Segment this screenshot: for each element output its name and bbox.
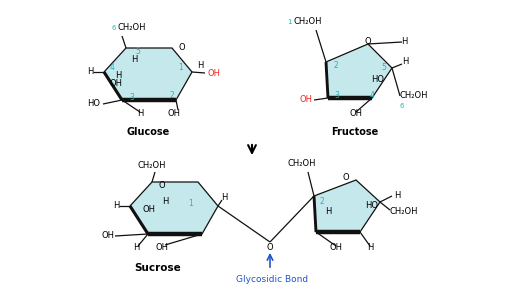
Text: CH₂OH: CH₂OH: [390, 207, 418, 217]
Text: H: H: [115, 71, 121, 81]
Text: CH₂OH: CH₂OH: [294, 18, 323, 26]
Text: 2: 2: [334, 62, 338, 71]
Text: OH: OH: [167, 109, 181, 118]
Text: CH₂OH: CH₂OH: [118, 22, 146, 31]
Text: OH: OH: [330, 243, 343, 253]
Text: Fructose: Fructose: [331, 127, 379, 137]
Text: O: O: [159, 181, 165, 190]
Text: OH: OH: [156, 243, 168, 253]
Text: O: O: [179, 43, 185, 52]
Text: H: H: [394, 192, 400, 200]
Text: OH: OH: [101, 232, 114, 240]
Text: HO: HO: [366, 202, 378, 211]
Text: O: O: [267, 243, 273, 253]
Text: O: O: [365, 37, 371, 46]
Polygon shape: [314, 180, 380, 232]
Text: HO: HO: [372, 75, 385, 84]
Text: H: H: [133, 243, 139, 253]
Text: CH₂OH: CH₂OH: [400, 92, 429, 101]
Text: 1: 1: [288, 19, 292, 25]
Text: Glucose: Glucose: [126, 127, 169, 137]
Text: 2: 2: [169, 92, 175, 101]
Text: H: H: [221, 194, 227, 202]
Text: 5: 5: [381, 63, 387, 73]
Text: 3: 3: [130, 92, 135, 101]
Text: OH: OH: [110, 79, 122, 88]
Text: OH: OH: [208, 69, 221, 79]
Text: H: H: [197, 62, 203, 71]
Text: H: H: [162, 198, 168, 206]
Text: OH: OH: [350, 109, 362, 118]
Text: OH: OH: [300, 96, 313, 105]
Polygon shape: [104, 48, 192, 100]
Polygon shape: [130, 182, 218, 234]
Text: CH₂OH: CH₂OH: [288, 160, 316, 168]
Text: 6: 6: [112, 25, 116, 31]
Text: 1: 1: [188, 200, 194, 209]
Text: 2: 2: [319, 198, 325, 206]
Text: OH: OH: [142, 206, 156, 215]
Text: H: H: [325, 207, 331, 217]
Text: Glycosidic Bond: Glycosidic Bond: [236, 276, 308, 285]
Text: 1: 1: [179, 63, 183, 73]
Text: H: H: [137, 109, 143, 118]
Text: H: H: [131, 56, 137, 65]
Text: 6: 6: [400, 103, 404, 109]
Text: HO: HO: [87, 98, 100, 107]
Text: H: H: [113, 202, 119, 211]
Text: CH₂OH: CH₂OH: [138, 162, 166, 170]
Text: 4: 4: [110, 63, 115, 73]
Text: Sucrose: Sucrose: [135, 263, 181, 273]
Text: 4: 4: [370, 92, 374, 101]
Text: 3: 3: [334, 92, 339, 101]
Text: 5: 5: [136, 48, 140, 56]
Text: O: O: [343, 173, 349, 183]
Text: H: H: [87, 67, 93, 77]
Polygon shape: [326, 44, 392, 98]
Text: H: H: [402, 58, 409, 67]
Text: H: H: [367, 243, 373, 253]
Text: H: H: [401, 37, 407, 46]
